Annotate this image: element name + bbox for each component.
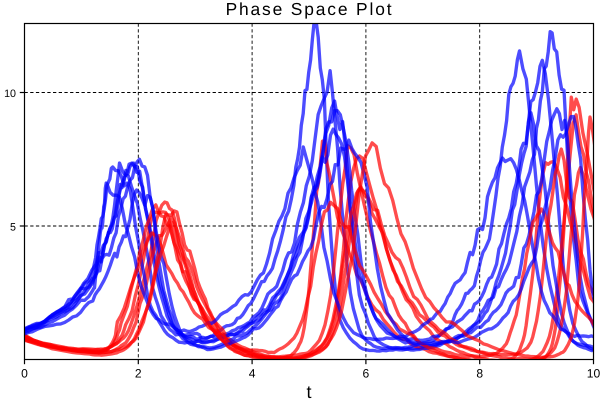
svg-text:4: 4: [249, 367, 256, 381]
svg-text:10: 10: [4, 88, 16, 100]
svg-text:Phase Space Plot: Phase Space Plot: [226, 0, 394, 19]
svg-text:2: 2: [135, 367, 142, 381]
svg-text:6: 6: [363, 367, 370, 381]
svg-text:8: 8: [476, 367, 483, 381]
svg-text:0: 0: [21, 367, 28, 381]
svg-text:5: 5: [10, 221, 16, 233]
svg-text:10: 10: [587, 367, 600, 381]
svg-text:t: t: [306, 382, 311, 400]
